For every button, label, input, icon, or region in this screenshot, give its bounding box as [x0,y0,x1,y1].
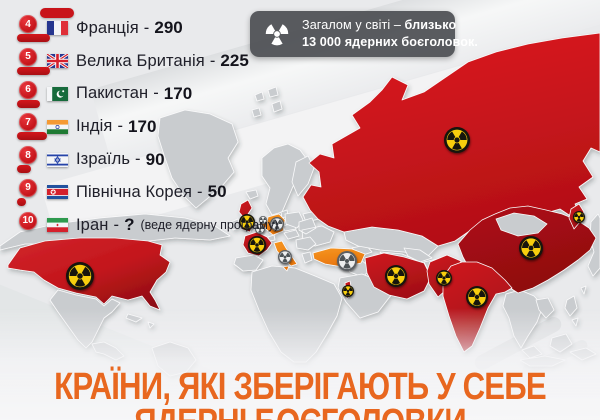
warhead-count: 50 [207,182,227,202]
world-total-text: Загалом у світі – близько 13 000 ядерних… [302,18,478,49]
radiation-icon-india [466,286,488,308]
radiation-icon-russia [444,127,470,153]
flag-united-kingdom-icon [47,54,68,69]
rank-badge: 5 [19,47,37,66]
flag-india-icon [47,119,68,134]
bottom-fade-overlay [0,308,600,420]
separator: - [153,84,159,103]
separator: - [209,51,216,70]
radiation-icon-iran [385,265,407,287]
rank-marker [17,197,26,206]
nuclear-program-note: (веде ядерну програму) [140,218,279,233]
separator: - [113,215,120,234]
country-greenland [157,109,239,209]
rank-badge: 4 [19,15,37,33]
list-item-israel: 8 Ізраїль - 90 [16,143,278,176]
flag-israel-icon [47,152,68,167]
radiation-icon-usa [66,262,94,290]
country-label: Індія [76,117,113,136]
list-item-united-kingdom: 5 Велика Британія - 225 [16,45,278,78]
world-total-callout: Загалом у світі – близько 13 000 ядерних… [250,11,478,57]
country-spain [233,254,264,272]
flag-pakistan-icon [47,86,68,101]
flag-france-icon [47,21,68,36]
list-item-3-partial-marker [40,8,74,18]
country-label: Франція [76,18,139,37]
flag-north-korea-icon [47,185,68,200]
list-item-pakistan: 6 Пакистан - 170 [16,78,278,111]
total-line1: Загалом у світі – [302,18,401,33]
rank-badge: 8 [19,146,37,165]
warhead-count: 170 [163,83,193,103]
radiation-icon-israel [342,285,354,297]
radiation-icon-turkey [337,251,357,271]
radiation-icon-china [519,236,543,260]
warhead-country-list: 4 Франція - 290 5 Велика Британія - 225 … [16,8,278,242]
rank-badge: 6 [19,80,37,99]
country-label: Ізраїль [76,150,131,169]
rank-badge: 10 [19,211,37,230]
warhead-count: ? [124,215,135,235]
country-mongolia [495,212,548,237]
separator: - [135,150,141,169]
warhead-count: 90 [145,149,165,169]
radiation-icon-pakistan [436,270,452,286]
list-item-india: 7 Індія - 170 [16,110,278,143]
country-label: Іран [76,215,109,234]
warhead-count: 290 [154,18,183,38]
country-label: Пакистан [76,84,149,103]
page-title-line2: ЯДЕРНІ БОЄГОЛОВКИ [54,404,546,420]
separator: - [143,18,150,37]
rank-marker [17,165,31,174]
warhead-count: 170 [128,116,157,136]
rank-marker [17,99,40,108]
country-label: Велика Британія [76,51,205,70]
list-item-iran: 10 Іран - ? (веде ядерну програму) [16,209,278,242]
radiation-icon-north-korea [573,211,585,223]
radiation-icon [264,23,290,46]
rank-badge: 7 [19,113,37,132]
warhead-count: 225 [220,51,249,71]
list-item-north-korea: 9 Північна Корея - 50 [16,176,278,209]
separator: - [197,182,203,201]
rank-marker [17,66,50,75]
country-ireland [230,218,241,231]
rank-marker [17,132,47,141]
page-title-line1: КРАЇНИ, ЯКІ ЗБЕРІГАЮТЬ У СЕБЕ [54,366,546,408]
country-finland [291,155,315,197]
country-label: Північна Корея [76,182,193,201]
region-scandinavia [261,143,307,216]
total-line2: 13 000 ядерних боєголовок. [302,35,478,49]
rank-marker [17,34,50,42]
radiation-icon-italy [278,250,292,264]
separator: - [117,117,124,136]
flag-iran-icon [47,218,68,233]
rank-badge: 9 [19,178,37,197]
